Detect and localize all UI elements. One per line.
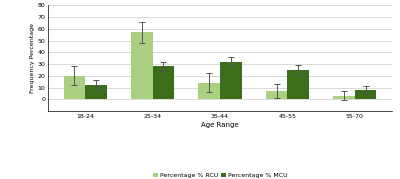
Bar xyxy=(355,90,376,99)
Bar xyxy=(85,85,107,99)
Y-axis label: Frequency Percentage: Frequency Percentage xyxy=(30,23,34,93)
Bar xyxy=(131,32,153,99)
Bar xyxy=(287,70,309,99)
Bar xyxy=(333,96,355,99)
Bar xyxy=(198,83,220,99)
Bar xyxy=(153,66,174,99)
X-axis label: Age Range: Age Range xyxy=(201,122,239,127)
Bar xyxy=(64,76,85,99)
Legend: Percentage % RCU, Percentage % MCU: Percentage % RCU, Percentage % MCU xyxy=(152,172,288,179)
Bar xyxy=(266,91,287,99)
Bar xyxy=(220,62,242,99)
